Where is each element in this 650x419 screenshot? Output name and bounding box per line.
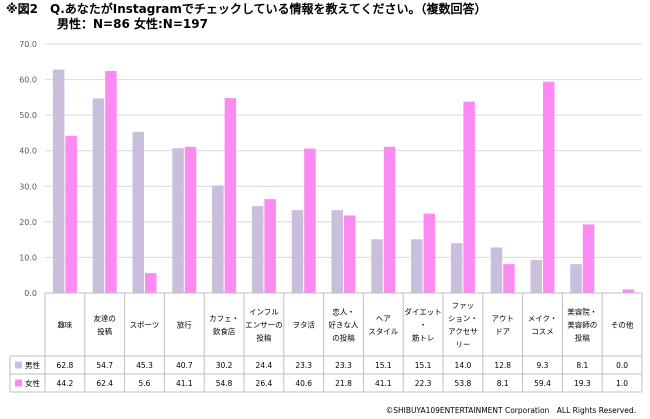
bar-male bbox=[570, 264, 582, 293]
bar-female bbox=[543, 81, 555, 293]
data-label: 40.6 bbox=[295, 379, 312, 388]
bar-female bbox=[224, 98, 237, 293]
category-label: 趣味 bbox=[57, 320, 72, 330]
data-label: 9.3 bbox=[537, 361, 549, 370]
data-label: 22.3 bbox=[415, 379, 432, 388]
bar-male bbox=[291, 210, 304, 293]
data-label: 15.1 bbox=[375, 361, 392, 370]
category-label: アウトドア bbox=[491, 314, 514, 336]
category-label: スポーツ bbox=[130, 321, 160, 330]
data-label: 8.1 bbox=[576, 361, 588, 370]
data-label: 40.7 bbox=[176, 361, 193, 370]
bar-male bbox=[450, 243, 463, 293]
copyright-footer: ©SHIBUYA109ENTERTAINMENT Corporation ALL… bbox=[385, 406, 636, 415]
data-label: 21.8 bbox=[335, 379, 352, 388]
y-tick-label: 30.0 bbox=[19, 182, 37, 191]
chart-title: ※図2 Q.あなたがInstagramでチェックしている情報を教えてください。（… bbox=[6, 2, 487, 32]
category-label: ダイエット・筋トレ bbox=[404, 307, 441, 343]
category-label: 恋人・好きな人の投稿 bbox=[329, 307, 359, 343]
data-label: 23.3 bbox=[295, 361, 312, 370]
bar-female bbox=[582, 224, 595, 293]
bar-male bbox=[371, 239, 383, 293]
title-sample-size: 男性：N=86 女性:N=197 bbox=[57, 17, 208, 31]
bar-female bbox=[264, 199, 276, 293]
data-label: 15.1 bbox=[415, 361, 432, 370]
category-label: ファッション・アクセサリー bbox=[448, 301, 478, 349]
category-label: その他 bbox=[611, 320, 634, 330]
category-label: インフルエンサーの投稿 bbox=[245, 308, 283, 343]
legend-key-male bbox=[15, 361, 22, 369]
y-tick-label: 60.0 bbox=[19, 76, 37, 85]
bar-male bbox=[490, 247, 503, 293]
category-label: 友達の投稿 bbox=[93, 313, 116, 336]
category-label: カフェ・飲食店 bbox=[209, 314, 239, 336]
category-label: メイク・コスメ bbox=[528, 314, 558, 336]
category-label: ヲタ活 bbox=[292, 320, 315, 330]
data-label: 54.7 bbox=[96, 361, 113, 370]
y-tick-label: 70.0 bbox=[19, 40, 37, 49]
data-label: 8.1 bbox=[497, 379, 509, 388]
bar-male bbox=[52, 69, 65, 294]
legend-key-female bbox=[15, 379, 22, 387]
data-label: 41.1 bbox=[375, 379, 392, 388]
data-label: 59.4 bbox=[534, 379, 551, 388]
category-label: 旅行 bbox=[177, 320, 192, 330]
bar-female bbox=[463, 101, 475, 293]
bar-female bbox=[344, 215, 356, 293]
data-label: 62.8 bbox=[57, 361, 74, 370]
legend-label: 女性 bbox=[25, 378, 40, 388]
category-label: ヘアスタイル bbox=[368, 314, 398, 336]
bar-male bbox=[172, 148, 184, 293]
data-label: 12.8 bbox=[494, 361, 511, 370]
data-label: 23.3 bbox=[335, 361, 352, 370]
bar-female bbox=[383, 146, 396, 293]
data-label: 53.8 bbox=[455, 379, 472, 388]
bar-male bbox=[212, 185, 224, 293]
data-label: 14.0 bbox=[455, 361, 472, 370]
bar-male bbox=[411, 239, 423, 293]
data-label: 1.0 bbox=[616, 379, 628, 388]
data-label: 45.3 bbox=[136, 361, 153, 370]
bar-male bbox=[331, 210, 343, 293]
bar-female bbox=[145, 273, 157, 293]
y-tick-label: 40.0 bbox=[19, 147, 37, 156]
data-label: 19.3 bbox=[574, 379, 591, 388]
bar-female bbox=[423, 213, 436, 293]
data-label: 62.4 bbox=[96, 379, 113, 388]
bar-female bbox=[304, 148, 316, 293]
bar-chart: 0.0 10.0 20.0 30.0 40.0 50.0 60.0 70.0 趣味 友達の投稿 スポ… bbox=[9, 40, 643, 393]
bar-male bbox=[92, 98, 105, 293]
bar-male bbox=[251, 206, 264, 293]
bar-female bbox=[184, 146, 197, 293]
bar-female bbox=[105, 71, 117, 293]
data-label: 44.2 bbox=[57, 379, 74, 388]
y-tick-label: 50.0 bbox=[19, 111, 37, 120]
data-label: 5.6 bbox=[139, 379, 151, 388]
y-tick-label: 20.0 bbox=[19, 218, 37, 227]
data-label: 41.1 bbox=[176, 379, 193, 388]
title-question: ※図2 Q.あなたがInstagramでチェックしている情報を教えてください。（… bbox=[6, 2, 487, 16]
y-tick-label: 0.0 bbox=[24, 289, 37, 298]
bar-female bbox=[503, 264, 515, 293]
data-label: 26.4 bbox=[256, 379, 273, 388]
data-label: 24.4 bbox=[256, 361, 273, 370]
data-label: 54.8 bbox=[216, 379, 233, 388]
data-label: 0.0 bbox=[616, 361, 628, 370]
data-label: 30.2 bbox=[216, 361, 233, 370]
legend-label: 男性 bbox=[25, 360, 40, 370]
bar-male bbox=[530, 259, 542, 293]
bar-female bbox=[622, 289, 635, 293]
bar-male bbox=[132, 131, 144, 293]
category-label: 美容院・美容師の投稿 bbox=[567, 307, 597, 343]
bar-female bbox=[65, 135, 77, 293]
y-tick-label: 10.0 bbox=[19, 253, 37, 262]
